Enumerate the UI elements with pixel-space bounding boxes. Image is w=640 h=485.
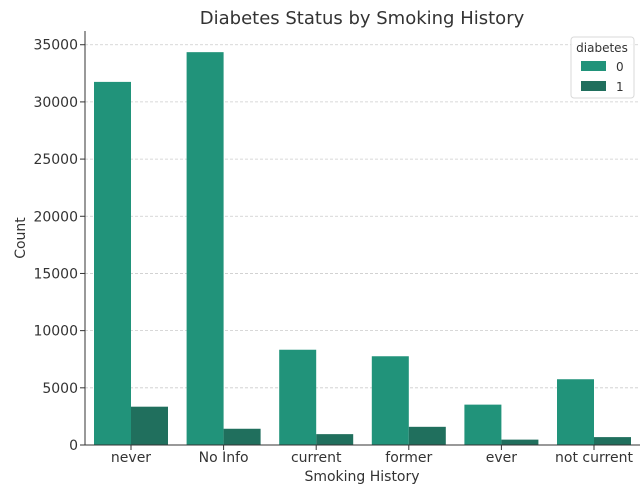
y-tick-label: 15000 [33,266,78,282]
bars [94,52,631,445]
legend-items: 01 [581,60,624,94]
gridlines [85,44,640,389]
y-axis-label: Count [13,217,29,259]
bar-never-diabetes-1 [131,406,168,445]
bar-never-diabetes-0 [94,81,131,445]
x-axis-label: Smoking History [304,469,419,485]
x-tick-label: former [385,450,432,466]
legend-swatch-0 [581,61,606,71]
y-tick-label: 5000 [42,381,78,397]
x-tick-label: No Info [199,450,249,466]
bar-current-diabetes-1 [316,434,354,445]
y-tick-label: 25000 [33,152,78,168]
x-axis-ticks: never No Info current former ever not current [111,445,633,466]
x-tick-label: current [291,450,342,466]
y-tick-label: 20000 [33,209,78,225]
bar-former-diabetes-1 [408,426,446,445]
x-tick-label: ever [486,450,518,466]
y-tick-label: 10000 [33,324,78,340]
chart-title: Diabetes Status by Smoking History [200,8,525,29]
bar-former-diabetes-0 [371,356,409,445]
bar-ever-diabetes-0 [464,404,502,445]
y-tick-label: 0 [69,438,78,454]
y-tick-label: 35000 [33,38,78,54]
legend-label-0: 0 [616,60,624,74]
legend-title: diabetes [576,41,628,55]
bar-not-current-diabetes-0 [557,379,594,445]
y-axis-ticks: 0 5000 10000 15000 20000 25000 30000 35000 [33,38,85,454]
bar-current-diabetes-0 [279,349,317,445]
bar-not-current-diabetes-1 [594,437,631,445]
x-tick-label: not current [555,450,633,466]
y-tick-label: 30000 [33,95,78,111]
bar-ever-diabetes-1 [501,439,539,445]
bar-no-info-diabetes-1 [223,428,261,445]
legend-label-1: 1 [616,80,624,94]
legend-swatch-1 [581,81,606,91]
bar-no-info-diabetes-0 [186,52,224,445]
x-tick-label: never [111,450,151,466]
legend: diabetes 01 [570,36,635,99]
